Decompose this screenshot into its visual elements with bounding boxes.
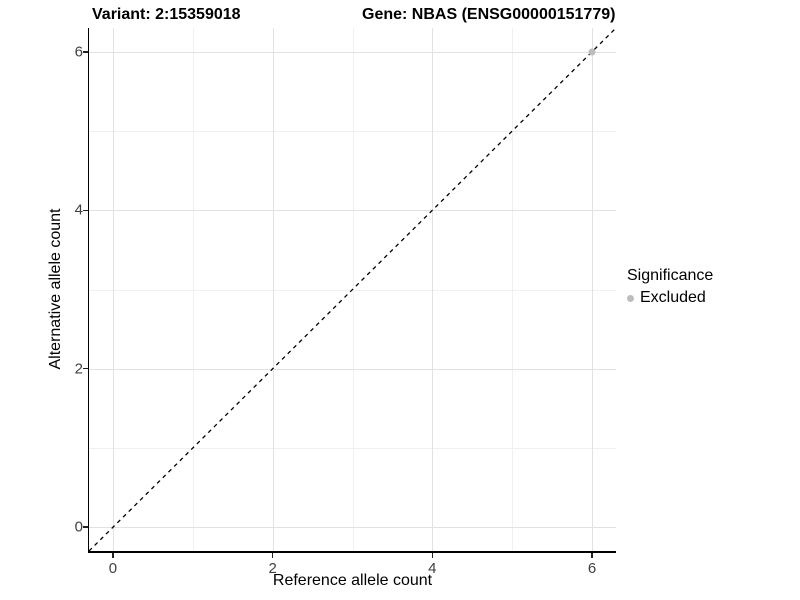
variant-title: Variant: 2:15359018 — [92, 6, 241, 23]
x-tick-label: 2 — [268, 560, 277, 577]
x-tick-mark — [591, 552, 593, 558]
y-tick-mark — [82, 209, 88, 211]
x-axis-line — [87, 551, 616, 553]
legend-title: Significance — [627, 267, 714, 284]
identity-dashed-line — [88, 27, 617, 552]
plot-panel: 0 2 4 6 0 2 4 6 — [75, 27, 617, 576]
y-tick-mark — [82, 51, 88, 53]
y-tick-label: 0 — [74, 518, 83, 536]
y-tick-label: 2 — [74, 360, 83, 378]
y-tick-mark — [82, 526, 88, 528]
y-axis-title: Alternative allele count — [47, 208, 64, 370]
x-tick-label: 4 — [428, 560, 437, 577]
y-axis-line — [87, 27, 89, 553]
gene-title: Gene: NBAS (ENSG00000151779) — [362, 6, 616, 23]
x-tick-mark — [271, 552, 274, 558]
y-tick-mark — [82, 367, 88, 370]
x-tick-label: 6 — [587, 560, 597, 577]
x-axis-title: Reference allele count — [272, 572, 433, 589]
legend-item-label: Excluded — [640, 289, 706, 306]
x-tick-mark — [431, 552, 434, 558]
legend-item-excluded: Excluded — [627, 289, 713, 307]
legend-point-icon — [627, 294, 634, 302]
x-tick-mark — [112, 552, 114, 558]
legend: Significance Excluded — [627, 267, 713, 307]
data-point-excluded — [588, 48, 596, 56]
x-tick-label: 0 — [108, 560, 118, 577]
y-tick-label: 6 — [74, 43, 83, 61]
y-tick-label: 4 — [74, 201, 83, 219]
